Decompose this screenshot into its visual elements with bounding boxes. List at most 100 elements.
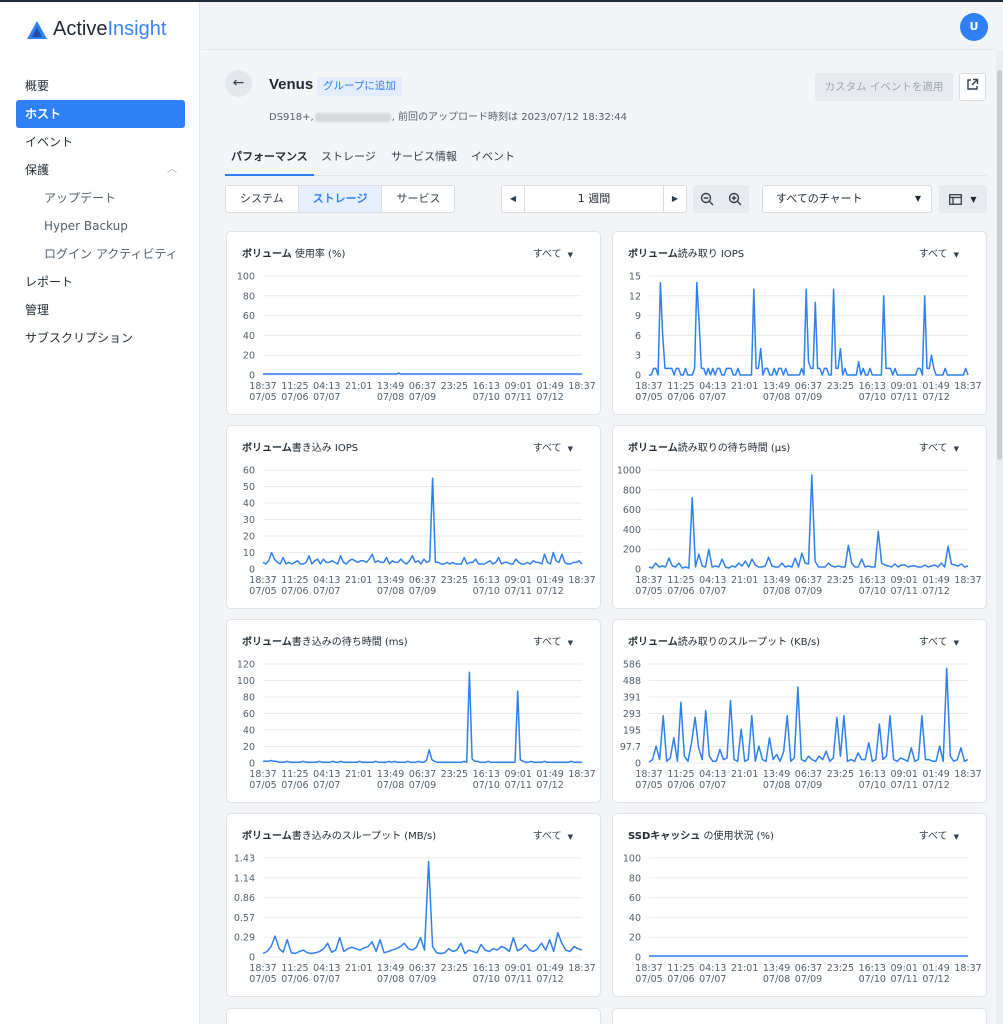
tab-events[interactable]: イベント	[471, 150, 515, 163]
chart-plot[interactable]: 00.290.570.861.141.4318:3707/0511:2507/0…	[227, 846, 602, 996]
x-tick-date: 07/07	[699, 780, 726, 791]
chart-filter-dropdown[interactable]: すべて ▼	[918, 831, 959, 842]
y-tick-label: 20	[243, 351, 255, 362]
y-tick-label: 0.57	[234, 913, 255, 924]
zoom-in-button[interactable]	[721, 185, 749, 213]
segment-service[interactable]: サービス	[396, 192, 441, 205]
tab-performance[interactable]: パフォーマンス	[225, 148, 314, 176]
x-tick-date: 07/08	[377, 780, 404, 791]
x-tick-time: 18:37	[635, 769, 662, 780]
x-tick-time: 01:49	[536, 963, 563, 974]
zoom-in-icon	[728, 192, 742, 206]
app-logo[interactable]: ActiveInsight	[26, 18, 166, 41]
apply-custom-event-button[interactable]: カスタム イベントを適用	[815, 73, 953, 101]
add-to-group-button[interactable]: グループに追加	[317, 77, 402, 96]
x-tick-time: 13:49	[763, 769, 790, 780]
x-tick-time: 11:25	[281, 381, 308, 392]
zoom-out-button[interactable]	[693, 185, 721, 213]
chart-plot[interactable]: 010203040506018:3707/0511:2507/0604:1307…	[227, 458, 602, 608]
sidebar-item-7[interactable]: レポート	[16, 268, 185, 296]
sidebar-item-3[interactable]: 保護 ︿	[16, 156, 185, 184]
layout-toggle-button[interactable]: ▼	[939, 185, 987, 213]
x-tick-date: 07/11	[505, 974, 532, 985]
back-button[interactable]: ←	[225, 70, 252, 97]
y-tick-label: 40	[243, 331, 255, 342]
sidebar-item-1[interactable]: ホスト	[16, 100, 185, 128]
chart-filter-dropdown[interactable]: すべて ▼	[532, 637, 573, 648]
x-tick-date: 07/06	[667, 392, 694, 403]
chart-filter-dropdown[interactable]: すべて ▼	[532, 249, 573, 260]
sidebar-item-8[interactable]: 管理	[16, 296, 185, 324]
x-tick-time: 16:13	[859, 769, 886, 780]
sidebar-item-6[interactable]: ログイン アクティビティ	[16, 240, 185, 268]
x-tick-date: 07/11	[891, 586, 918, 597]
y-tick-label: 600	[623, 505, 641, 516]
x-tick-date: 07/10	[473, 586, 500, 597]
tab-storage[interactable]: ストレージ	[321, 150, 376, 163]
x-tick-time: 18:37	[568, 963, 595, 974]
next-period-button[interactable]: ▶	[664, 186, 686, 212]
chart-plot[interactable]: 0369121518:3707/0511:2507/0604:1307/0721…	[613, 264, 988, 414]
x-tick-time: 18:37	[249, 381, 276, 392]
x-tick-date: 07/05	[249, 974, 276, 985]
chart-card: ボリューム読み取りのスループット (KB/s) すべて ▼ 0 97.7 195 293 39…	[612, 619, 987, 803]
x-tick-time: 04:13	[313, 575, 340, 586]
chart-filter-dropdown[interactable]: すべて ▼	[532, 831, 573, 842]
chart-plot[interactable]: 02040608010012018:3707/0511:2507/0604:13…	[227, 652, 602, 802]
chart-plot[interactable]: 02040608010018:3707/0511:2507/0604:1307/…	[227, 264, 602, 414]
y-tick-label: 1.43	[234, 854, 255, 865]
x-tick-time: 11:25	[667, 963, 694, 974]
avatar[interactable]: U	[960, 13, 988, 41]
caret-left-icon: ◀	[509, 194, 517, 203]
series-line	[263, 372, 582, 375]
prev-period-button[interactable]: ◀	[502, 186, 524, 212]
y-tick-label: 0	[635, 371, 641, 382]
x-tick-date: 07/05	[635, 974, 662, 985]
x-tick-date: 07/05	[249, 586, 276, 597]
chart-filter-dropdown[interactable]: すべて ▼	[918, 443, 959, 454]
chart-plot[interactable]: 02040608010018:3707/0511:2507/0604:1307/…	[613, 846, 988, 996]
x-tick-time: 13:49	[763, 575, 790, 586]
period-label[interactable]: 1 週間	[524, 186, 664, 212]
chart-filter-dropdown[interactable]: すべて ▼	[532, 443, 573, 454]
series-line	[648, 474, 969, 569]
sidebar-item-4[interactable]: アップデート	[16, 184, 185, 212]
x-tick-time: 11:25	[667, 381, 694, 392]
scrollbar-thumb[interactable]	[997, 70, 1002, 460]
x-tick-date: 07/05	[249, 392, 276, 403]
chart-plot[interactable]: 097.719529339148858618:3707/0511:2507/06…	[613, 652, 988, 802]
external-link-button[interactable]	[959, 73, 986, 101]
sidebar-nav: 概要 ホスト イベント 保護 ︿ アップデート Hyper Backup ログイン アクティビ…	[16, 72, 185, 352]
x-tick-time: 09:01	[891, 381, 918, 392]
x-tick-time: 09:01	[505, 963, 532, 974]
scrollbar[interactable]	[996, 50, 1003, 1024]
x-tick-date: 07/12	[536, 392, 563, 403]
chart-title: ボリューム読み取りのスループット (KB/s)	[628, 637, 821, 648]
y-tick-label: 6	[635, 331, 641, 342]
chart-filter-dropdown[interactable]: すべて ▼	[918, 249, 959, 260]
sidebar-item-5[interactable]: Hyper Backup	[16, 212, 185, 240]
x-tick-date: 07/06	[281, 780, 308, 791]
x-tick-time: 11:25	[281, 963, 308, 974]
tab-service-info[interactable]: サービス情報	[391, 150, 457, 163]
x-tick-time: 13:49	[763, 381, 790, 392]
sidebar-item-0[interactable]: 概要	[16, 72, 185, 100]
x-tick-time: 18:37	[954, 381, 981, 392]
segment-system[interactable]: システム	[226, 186, 299, 212]
sidebar-item-9[interactable]: サブスクリプション	[16, 324, 185, 352]
y-tick-label: 100	[623, 854, 641, 865]
chart-title: ボリューム書き込みのスループット (MB/s)	[242, 831, 437, 842]
chart-filter-dropdown[interactable]: すべて ▼	[918, 637, 959, 648]
chart-card: ボリューム書き込みの待ち時間 (ms) すべて ▼ 0 20 40 60 80 100 120 18…	[226, 619, 601, 803]
chart-plot[interactable]: 0200400600800100018:3707/0511:2507/0604:…	[613, 458, 988, 608]
sidebar-item-2[interactable]: イベント	[16, 128, 185, 156]
segment-storage[interactable]: ストレージ	[298, 186, 383, 212]
x-tick-time: 11:25	[667, 769, 694, 780]
chart-card: ボリューム書き込みのスループット (MB/s) すべて ▼ 0 0.29 0.57 0.86…	[226, 813, 601, 997]
x-tick-time: 23:25	[827, 381, 854, 392]
chart-filter-select[interactable]: すべてのチャート ▼	[762, 185, 932, 213]
logo-icon	[27, 20, 47, 39]
x-tick-time: 16:13	[473, 769, 500, 780]
x-tick-time: 09:01	[505, 575, 532, 586]
x-tick-time: 06:37	[795, 575, 822, 586]
